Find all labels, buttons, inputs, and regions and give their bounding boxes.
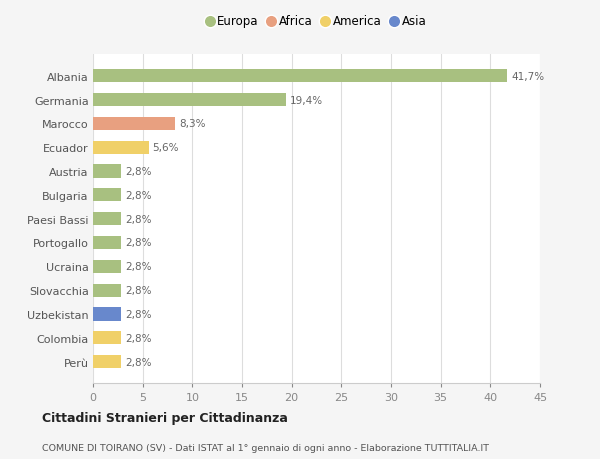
Bar xyxy=(93,213,121,226)
Text: 41,7%: 41,7% xyxy=(511,72,544,82)
Text: 2,8%: 2,8% xyxy=(125,333,151,343)
Text: 2,8%: 2,8% xyxy=(125,214,151,224)
Bar xyxy=(93,118,175,131)
Bar xyxy=(93,70,507,83)
Text: Cittadini Stranieri per Cittadinanza: Cittadini Stranieri per Cittadinanza xyxy=(42,412,288,425)
Text: COMUNE DI TOIRANO (SV) - Dati ISTAT al 1° gennaio di ogni anno - Elaborazione TU: COMUNE DI TOIRANO (SV) - Dati ISTAT al 1… xyxy=(42,443,489,452)
Bar xyxy=(93,260,121,273)
Text: 2,8%: 2,8% xyxy=(125,190,151,201)
Text: 2,8%: 2,8% xyxy=(125,357,151,367)
Legend: Europa, Africa, America, Asia: Europa, Africa, America, Asia xyxy=(203,12,430,32)
Text: 2,8%: 2,8% xyxy=(125,238,151,248)
Bar xyxy=(93,355,121,368)
Bar xyxy=(93,165,121,178)
Text: 2,8%: 2,8% xyxy=(125,262,151,272)
Text: 2,8%: 2,8% xyxy=(125,167,151,177)
Bar xyxy=(93,331,121,345)
Bar xyxy=(93,284,121,297)
Bar xyxy=(93,94,286,107)
Text: 8,3%: 8,3% xyxy=(179,119,206,129)
Bar xyxy=(93,189,121,202)
Text: 5,6%: 5,6% xyxy=(152,143,179,153)
Text: 19,4%: 19,4% xyxy=(290,95,323,105)
Bar xyxy=(93,308,121,321)
Bar xyxy=(93,141,149,154)
Text: 2,8%: 2,8% xyxy=(125,309,151,319)
Bar xyxy=(93,236,121,250)
Text: 2,8%: 2,8% xyxy=(125,285,151,296)
